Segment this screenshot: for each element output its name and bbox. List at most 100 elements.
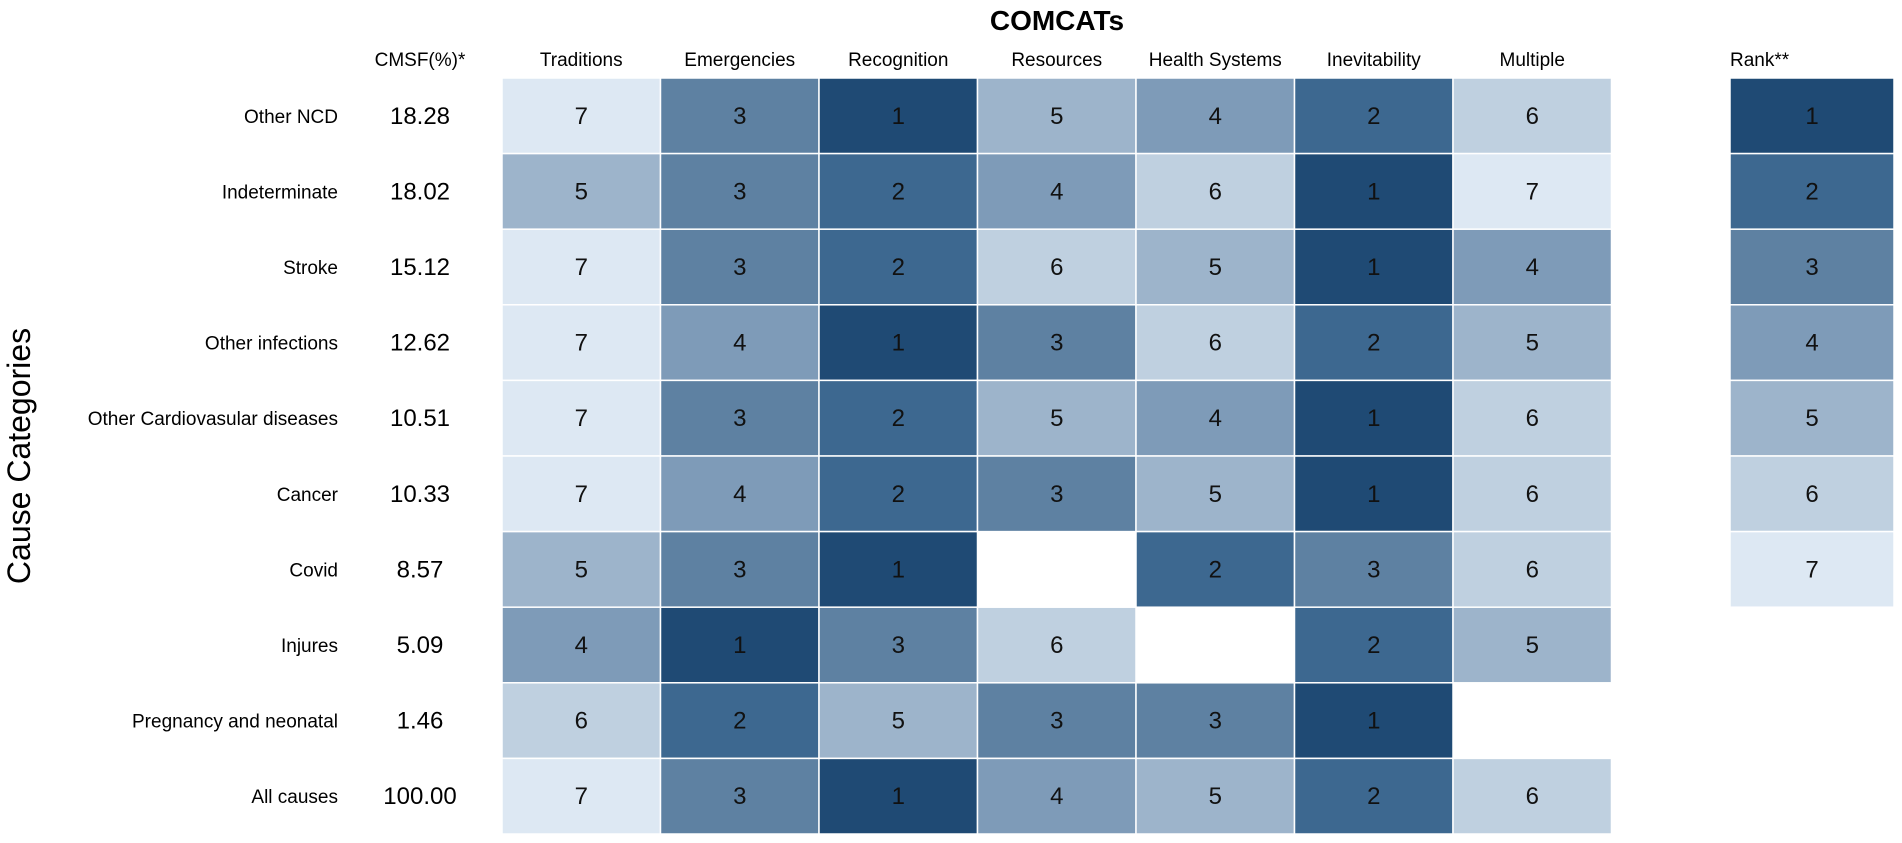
cell-value: 1	[892, 103, 905, 130]
heatmap-cell	[1293, 530, 1454, 608]
heatmap-cell	[976, 455, 1137, 533]
heatmap-cell	[976, 77, 1137, 155]
heatmap-row: Other Cardiovasular diseases 10.51 7 3 2 5 4 1 6	[88, 379, 1613, 457]
cell-value: 4	[1209, 103, 1222, 130]
heatmap-cell	[1135, 682, 1296, 760]
cell-value: 2	[1367, 632, 1380, 659]
cell-value: 2	[892, 178, 905, 205]
chart-title: COMCATs	[990, 5, 1124, 36]
row-label: Other Cardiovasular diseases	[88, 409, 338, 430]
rank-value: 3	[1805, 254, 1818, 281]
heatmap-cell	[818, 77, 979, 155]
heatmap-cell	[976, 606, 1137, 684]
cmsf-value: 10.51	[390, 405, 450, 432]
cell-value: 3	[1050, 708, 1063, 735]
rank-cell	[1729, 152, 1895, 230]
column-headers: Traditions Emergencies Recognition Resource…	[540, 50, 1565, 71]
rank-value: 1	[1805, 103, 1818, 130]
rank-cell	[1729, 77, 1895, 155]
column-header: Emergencies	[684, 50, 795, 71]
cmsf-value: 15.12	[390, 254, 450, 281]
heatmap-cell	[659, 757, 820, 835]
heatmap-cell	[1452, 455, 1613, 533]
cell-value: 3	[733, 783, 746, 810]
cell-value: 5	[1209, 481, 1222, 508]
cell-value: 3	[1367, 556, 1380, 583]
column-header: Traditions	[540, 50, 623, 71]
heatmap-cell	[501, 455, 662, 533]
row-label: All causes	[251, 787, 338, 808]
cmsf-header: CMSF(%)*	[375, 50, 466, 71]
cell-value: 6	[1526, 556, 1539, 583]
cell-value: 6	[1526, 481, 1539, 508]
heatmap-row: Injures 5.09 4 1 3 6 2 5	[281, 606, 1613, 684]
heatmap-cell	[1293, 228, 1454, 306]
row-label: Covid	[289, 560, 338, 581]
cell-value: 6	[1526, 405, 1539, 432]
rank-value: 2	[1805, 178, 1818, 205]
rank-cell	[1729, 455, 1895, 533]
cell-value: 3	[733, 405, 746, 432]
cell-value: 6	[1526, 103, 1539, 130]
cell-value: 3	[733, 254, 746, 281]
cell-value: 4	[575, 632, 588, 659]
heatmap-cell	[818, 228, 979, 306]
y-axis-label: Cause Categories	[1, 328, 37, 584]
cell-value: 5	[1209, 783, 1222, 810]
cell-value: 7	[575, 783, 588, 810]
cell-value: 2	[892, 481, 905, 508]
cell-value: 3	[1050, 481, 1063, 508]
cmsf-value: 5.09	[397, 632, 444, 659]
cell-value: 7	[1526, 178, 1539, 205]
column-header: Health Systems	[1149, 50, 1282, 71]
cell-value: 1	[733, 632, 746, 659]
cell-value: 1	[1367, 481, 1380, 508]
cmsf-value: 12.62	[390, 330, 450, 357]
heatmap-cell	[1452, 228, 1613, 306]
rank-header: Rank**	[1730, 50, 1790, 71]
heatmap-row: Cancer 10.33 7 4 2 3 5 1 6	[277, 455, 1613, 533]
rank-cell	[1729, 228, 1895, 306]
heatmap-row: Other NCD 18.28 7 3 1 5 4 2 6	[244, 77, 1613, 155]
cell-value: 1	[1367, 254, 1380, 281]
cell-value: 2	[892, 254, 905, 281]
heatmap-cell	[659, 304, 820, 382]
cell-value: 4	[1050, 783, 1063, 810]
cell-value: 3	[733, 556, 746, 583]
cell-value: 5	[1209, 254, 1222, 281]
cell-value: 2	[1367, 103, 1380, 130]
heatmap-cell	[976, 757, 1137, 835]
column-header: Recognition	[848, 50, 948, 71]
heatmap-cell	[501, 757, 662, 835]
cell-value: 1	[1367, 178, 1380, 205]
cell-value: 5	[1050, 405, 1063, 432]
rank-value: 5	[1805, 405, 1818, 432]
rank-column: 1 2 3 4 5 6 7	[1729, 77, 1895, 608]
heatmap-cell	[501, 77, 662, 155]
heatmap-cell	[976, 304, 1137, 382]
cell-value: 7	[575, 254, 588, 281]
cell-value: 2	[892, 405, 905, 432]
heatmap-cell	[1293, 304, 1454, 382]
cell-value: 4	[1526, 254, 1539, 281]
cmsf-value: 10.33	[390, 481, 450, 508]
cell-value: 4	[733, 330, 746, 357]
heatmap-row: Stroke 15.12 7 3 2 6 5 1 4	[283, 228, 1613, 306]
heatmap-row: Indeterminate 18.02 5 3 2 4 6 1 7	[222, 152, 1613, 230]
cell-value: 5	[575, 556, 588, 583]
cell-value: 6	[1526, 783, 1539, 810]
heatmap-row: Pregnancy and neonatal 1.46 6 2 5 3 3 1	[132, 682, 1454, 760]
cell-value: 6	[1209, 178, 1222, 205]
heatmap-cell	[1452, 152, 1613, 230]
heatmap-cell	[818, 152, 979, 230]
cmsf-value: 8.57	[397, 556, 444, 583]
heatmap-cell	[818, 530, 979, 608]
heatmap-row: All causes 100.00 7 3 1 4 5 2 6	[251, 757, 1613, 835]
cell-value: 7	[575, 405, 588, 432]
cell-value: 2	[1367, 330, 1380, 357]
cell-value: 6	[1050, 632, 1063, 659]
cell-value: 6	[575, 708, 588, 735]
heatmap-cell	[501, 152, 662, 230]
row-label: Injures	[281, 636, 338, 657]
heatmap-cell	[1135, 455, 1296, 533]
